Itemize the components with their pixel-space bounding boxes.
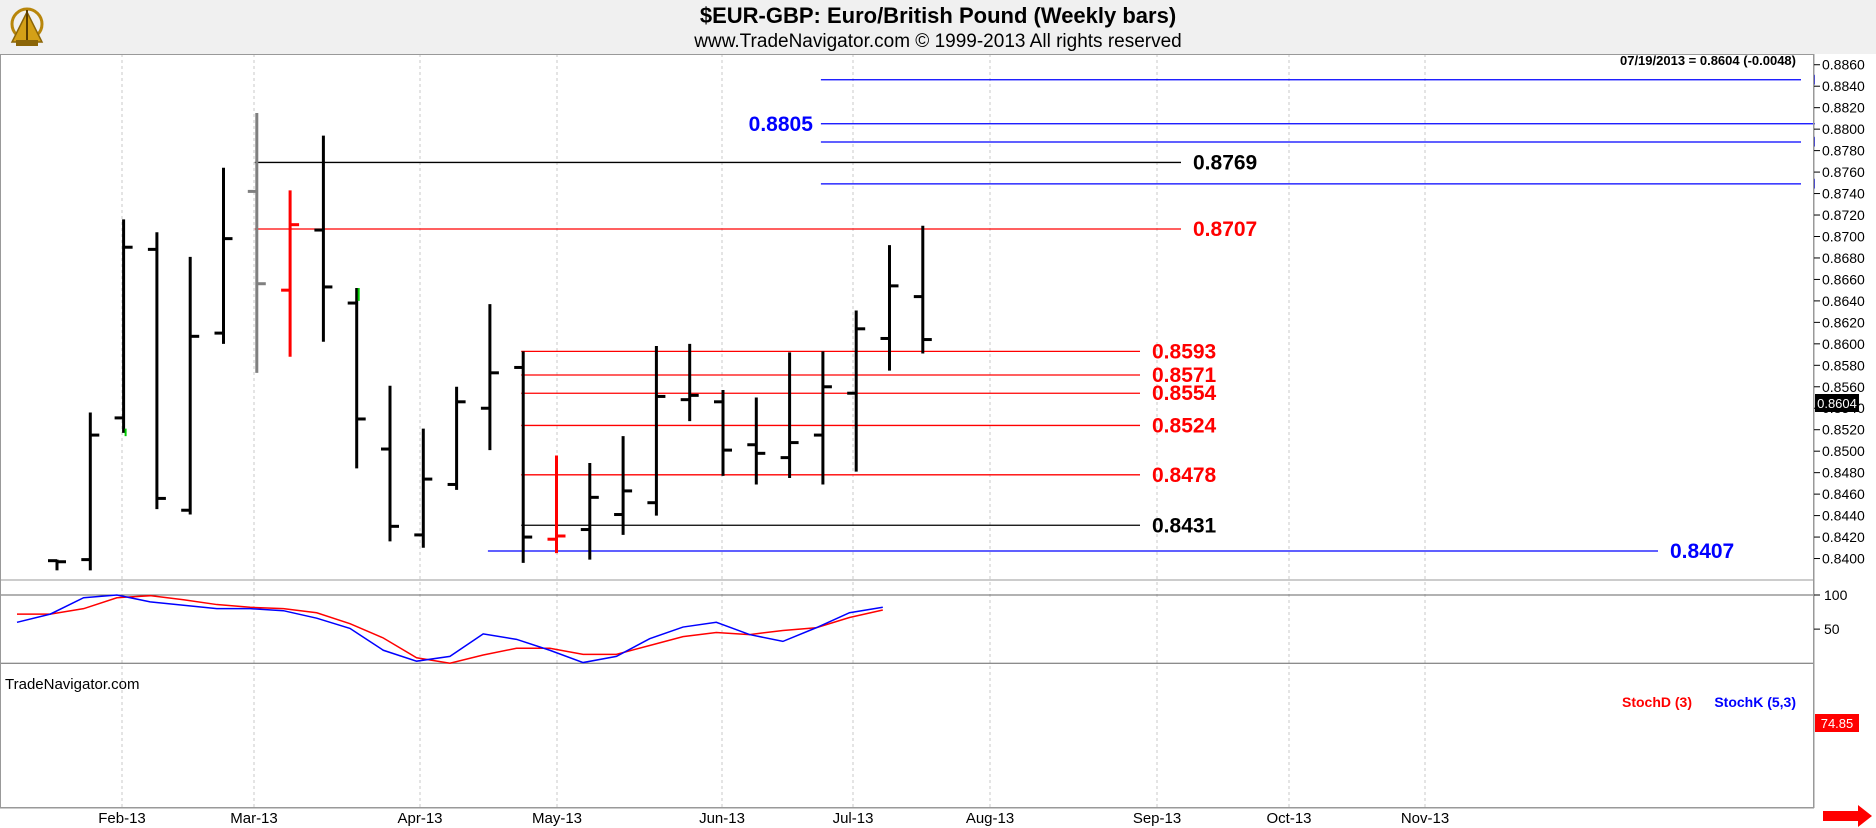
last-price-badge: 0.8604 [1815, 394, 1859, 412]
ohlc-bar [680, 343, 699, 422]
stoch-current-value: 74.85 [1821, 716, 1854, 731]
level-label: 0.8431 [1152, 514, 1217, 537]
y-tick-label: 0.8440 [1822, 508, 1865, 524]
y-tick-label: 0.8580 [1822, 357, 1865, 373]
x-tick-label: Mar-13 [230, 810, 278, 827]
ohlc-bar [114, 219, 133, 433]
ohlc-bar [480, 304, 499, 451]
ohlc-bar [381, 385, 399, 542]
y-tick-label: 0.8620 [1822, 314, 1865, 330]
ohlc-bar [214, 167, 233, 344]
x-tick-label: Oct-13 [1266, 810, 1311, 827]
y-tick-label: 0.8820 [1822, 100, 1865, 116]
ohlc-bar [614, 436, 633, 535]
level-label: 0.8805 [749, 113, 814, 136]
plot-frame [0, 54, 1814, 808]
watermark: TradeNavigator.com [5, 676, 140, 693]
quote-readout: 07/19/2013 = 0.8604 (-0.0048) [1620, 53, 1796, 68]
last-price-value: 0.8604 [1817, 396, 1857, 411]
level-label: 0.8571 [1152, 364, 1217, 387]
ohlc-bar [913, 225, 932, 354]
ohlc-bar [414, 428, 433, 548]
ohlc-bar [314, 135, 333, 342]
stochastic-panel [0, 594, 1814, 664]
y-tick-label: 0.8740 [1822, 186, 1865, 202]
x-tick-label: Apr-13 [397, 810, 442, 827]
ohlc-bar [48, 559, 66, 571]
level-label: 0.8593 [1152, 340, 1216, 363]
y-axis-area [1815, 54, 1876, 828]
x-tick-label: May-13 [532, 810, 582, 827]
ohlc-bar [580, 462, 599, 560]
ohlc-bar [281, 190, 300, 357]
x-tick-label: Sep-13 [1133, 810, 1181, 827]
y-tick-label: 0.8400 [1822, 551, 1865, 567]
stoch-k-legend: StochK (5,3) [1714, 694, 1796, 710]
y-tick-label: 0.8760 [1822, 164, 1865, 180]
y-tick-label: 0.8800 [1822, 121, 1865, 137]
y-tick-label: 0.8780 [1822, 143, 1865, 159]
chart-header: $EUR-GBP: Euro/British Pound (Weekly bar… [0, 0, 1876, 54]
y-tick-label: 0.8480 [1822, 465, 1865, 481]
ohlc-bar [714, 389, 732, 476]
navigator-sextant-icon [10, 7, 44, 46]
axes: Feb-13 Mar-13 Apr-13 May-13 Jun-13 Jul-13 Aug-… [0, 54, 1876, 828]
stoch-series-line [17, 594, 883, 664]
y-tick-label: 0.8500 [1822, 443, 1865, 459]
ohlc-bar [747, 397, 766, 485]
price-bars [48, 113, 932, 571]
x-tick-label: Nov-13 [1401, 810, 1449, 827]
x-tick-label: Aug-13 [966, 810, 1014, 827]
y-tick-label: 0.8520 [1822, 422, 1865, 438]
stoch-y-tick-label: 100 [1824, 587, 1848, 603]
y-tick-label: 0.8720 [1822, 207, 1865, 223]
stoch-current-badge: 74.85 [1815, 714, 1859, 732]
level-label: 0.8554 [1152, 382, 1217, 405]
ohlc-bar [813, 351, 832, 485]
level-label: 0.8707 [1193, 218, 1257, 241]
ohlc-bar [880, 245, 899, 371]
y-tick-label: 0.8700 [1822, 228, 1865, 244]
x-tick-label: Jun-13 [699, 810, 745, 827]
stoch-d-legend: StochD (3) [1622, 694, 1692, 710]
ohlc-bar [447, 386, 466, 490]
y-tick-label: 0.8660 [1822, 271, 1865, 287]
ohlc-bar [547, 455, 566, 554]
x-tick-label: Jul-13 [833, 810, 874, 827]
ohlc-bar [247, 113, 266, 373]
price-levels: 0.88460.88050.87880.87690.87490.87070.85… [254, 69, 1876, 563]
ohlc-bar [147, 232, 166, 510]
y-tick-label: 0.8420 [1822, 529, 1865, 545]
level-label: 0.8524 [1152, 414, 1217, 437]
ohlc-bar [514, 351, 533, 563]
level-label: 0.8769 [1193, 151, 1257, 174]
y-tick-label: 0.8460 [1822, 486, 1865, 502]
scroll-right-arrow-icon[interactable] [1823, 805, 1872, 827]
y-tick-label: 0.8600 [1822, 336, 1865, 352]
y-tick-label: 0.8680 [1822, 250, 1865, 266]
x-tick-label: Feb-13 [98, 810, 146, 827]
ohlc-bar [780, 352, 799, 479]
y-tick-label: 0.8860 [1822, 57, 1865, 73]
ohlc-bar [181, 256, 200, 515]
ohlc-bar [347, 288, 366, 469]
level-label: 0.8407 [1670, 540, 1734, 563]
level-label: 0.8478 [1152, 464, 1217, 487]
ohlc-bar [647, 345, 666, 516]
ohlc-bar [847, 310, 866, 472]
chart-title: $EUR-GBP: Euro/British Pound (Weekly bar… [699, 3, 1177, 28]
y-tick-label: 0.8840 [1822, 78, 1865, 94]
ohlc-bar [81, 412, 100, 571]
chart-subtitle: www.TradeNavigator.com © 1999-2013 All r… [694, 31, 1182, 52]
y-tick-label: 0.8560 [1822, 379, 1865, 395]
stoch-series-line [16, 594, 883, 664]
y-tick-label: 0.8640 [1822, 293, 1865, 309]
stoch-y-tick-label: 50 [1824, 621, 1840, 637]
